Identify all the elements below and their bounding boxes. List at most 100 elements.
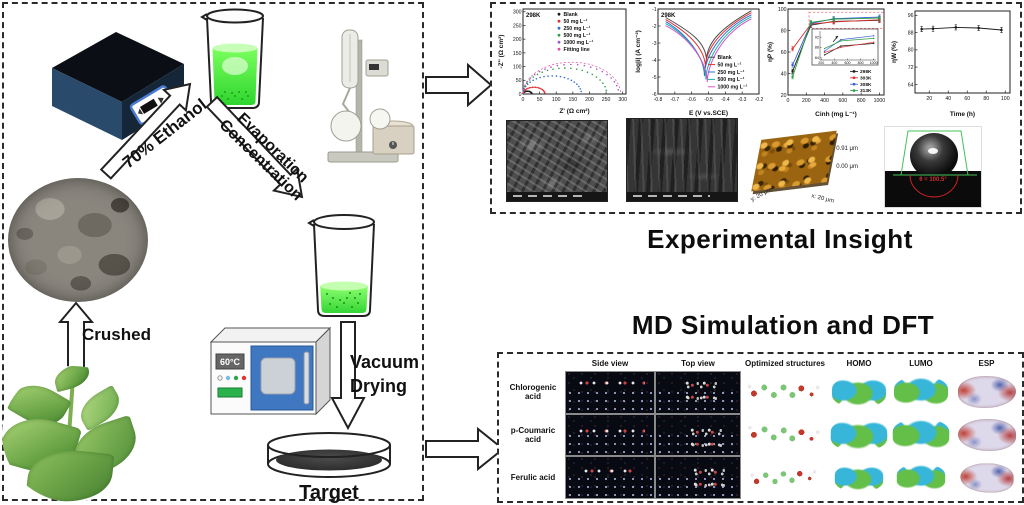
svg-text:150: 150 xyxy=(569,97,578,103)
lumo-ferulic xyxy=(889,456,953,499)
svg-text:0: 0 xyxy=(787,98,790,104)
svg-text:80: 80 xyxy=(908,48,914,54)
svg-text:64: 64 xyxy=(908,82,914,88)
vacuum-label: Vacuum xyxy=(350,352,420,372)
svg-text:400: 400 xyxy=(820,98,829,104)
svg-text:-3: -3 xyxy=(652,41,657,47)
ethanol-arrow xyxy=(99,82,192,180)
svg-text:100: 100 xyxy=(1001,96,1010,102)
svg-text:ηW (%): ηW (%) xyxy=(891,41,898,63)
afm-scale-max: 0.91 μm xyxy=(836,146,858,152)
rotary-evaporator xyxy=(327,29,415,163)
svg-text:400: 400 xyxy=(831,61,837,65)
svg-text:200: 200 xyxy=(585,97,594,103)
contact-angle-value: θ = 100.5° xyxy=(919,177,947,183)
svg-text:-0.3: -0.3 xyxy=(738,97,747,103)
svg-text:250 mg L⁻¹: 250 mg L⁻¹ xyxy=(564,26,591,32)
svg-text:0: 0 xyxy=(519,92,522,98)
crushed-powder-image xyxy=(8,178,148,302)
svg-text:-0.6: -0.6 xyxy=(687,97,696,103)
svg-text:250 mg L⁻¹: 250 mg L⁻¹ xyxy=(718,70,745,76)
svg-text:300: 300 xyxy=(618,97,627,103)
homo-chlorogenic xyxy=(829,371,889,414)
svg-text:-0.8: -0.8 xyxy=(654,97,663,103)
svg-text:303K: 303K xyxy=(860,75,872,81)
md-corner xyxy=(501,356,565,371)
extract-beaker xyxy=(200,8,264,109)
svg-text:-Z'' (Ω cm²): -Z'' (Ω cm²) xyxy=(498,35,505,69)
md-side-view-ferulic xyxy=(565,456,655,499)
svg-text:20: 20 xyxy=(781,93,787,99)
svg-text:-0.2: -0.2 xyxy=(755,97,764,103)
target-dish xyxy=(267,432,391,478)
optimized-structure-ferulic xyxy=(741,456,829,499)
optimized-structure-chlorogenic xyxy=(741,371,829,414)
svg-text:1000: 1000 xyxy=(870,61,878,65)
svg-text:250: 250 xyxy=(513,23,522,29)
afm-3d-image: 0.91 μm 0.00 μm y: 20 μm x: 20 μm xyxy=(748,124,860,206)
svg-text:-4: -4 xyxy=(652,58,657,64)
svg-text:-5: -5 xyxy=(652,75,657,81)
svg-text:Time (h): Time (h) xyxy=(950,111,975,118)
drying-label: Drying xyxy=(350,376,408,396)
svg-text:log|i| (A cm⁻²): log|i| (A cm⁻²) xyxy=(635,30,642,73)
target-label: Target xyxy=(299,482,359,504)
svg-text:80: 80 xyxy=(781,28,787,34)
svg-text:50: 50 xyxy=(516,78,522,84)
svg-text:ηP (%): ηP (%) xyxy=(767,42,774,62)
efficiency-concentration-plot: 0 200 400 600 800 1000 20 40 60 80 100 Cinh (mg L⁻¹… xyxy=(767,7,885,118)
top-view-header: Top view xyxy=(681,359,715,368)
svg-text:298K: 298K xyxy=(661,13,676,19)
afm-x-axis-label: x: 20 μm xyxy=(810,193,835,205)
svg-text:298K: 298K xyxy=(860,69,872,75)
md-side-view-chlorogenic xyxy=(565,371,655,414)
contact-angle-image: θ = 100.5° xyxy=(884,126,982,208)
svg-text:60: 60 xyxy=(781,50,787,56)
svg-text:500 mg L⁻¹: 500 mg L⁻¹ xyxy=(718,77,745,83)
optimized-structures-header: Optimized structures xyxy=(744,359,825,368)
svg-text:Z' (Ω cm²): Z' (Ω cm²) xyxy=(559,108,589,115)
svg-text:60: 60 xyxy=(964,96,970,102)
svg-text:200: 200 xyxy=(802,98,811,104)
svg-text:200: 200 xyxy=(818,61,824,65)
svg-text:200: 200 xyxy=(513,37,522,43)
svg-text:96: 96 xyxy=(908,13,914,19)
svg-text:40: 40 xyxy=(781,71,787,77)
svg-text:600: 600 xyxy=(839,98,848,104)
row-label-chlorogenic: Chlorogenic acid xyxy=(509,383,557,402)
vacuum-oven: 60°C xyxy=(209,326,332,416)
svg-text:-0.4: -0.4 xyxy=(721,97,730,103)
svg-text:50 mg L⁻¹: 50 mg L⁻¹ xyxy=(564,19,588,25)
contact-angle-annotations xyxy=(893,130,977,198)
md-table: Side view Top view Optimized structures … xyxy=(499,354,1022,501)
tafel-plot: -0.8 -0.7 -0.6 -0.5 -0.4 -0.3 -0.2 -6 -5 -4 -3 -2 -1… xyxy=(635,7,764,117)
md-top-view-coumaric xyxy=(655,413,741,457)
esp-ferulic xyxy=(953,456,1020,499)
homo-ferulic xyxy=(829,456,889,499)
homo-coumaric xyxy=(829,413,889,457)
experimental-title: Experimental Insight xyxy=(647,224,913,254)
svg-text:-0.5: -0.5 xyxy=(704,97,713,103)
svg-text:800: 800 xyxy=(858,61,864,65)
svg-text:-6: -6 xyxy=(652,92,657,98)
crushed-label: Crushed xyxy=(82,325,151,344)
svg-text:800: 800 xyxy=(857,98,866,104)
efficiency-time-plot: 20 40 60 80 100 64 72 80 88 96 Time (h) ηW (%) xyxy=(891,10,1011,118)
oven-temperature-display: 60°C xyxy=(220,357,241,367)
homo-header: HOMO xyxy=(846,359,872,368)
svg-text:100: 100 xyxy=(778,7,787,13)
grinder-machine xyxy=(52,32,184,140)
svg-text:88: 88 xyxy=(815,46,819,50)
svg-text:500 mg L⁻¹: 500 mg L⁻¹ xyxy=(564,33,591,39)
row-label-coumaric: p-Coumaric acid xyxy=(510,425,556,444)
svg-text:Cinh (mg L⁻¹): Cinh (mg L⁻¹) xyxy=(815,111,857,118)
water-droplet xyxy=(910,133,958,178)
svg-text:100: 100 xyxy=(552,97,561,103)
svg-text:150: 150 xyxy=(513,51,522,57)
side-view-header: Side view xyxy=(591,359,629,368)
svg-text:313K: 313K xyxy=(860,88,872,94)
sem-image-inhibited xyxy=(626,118,738,202)
sem-info-bar xyxy=(507,192,607,201)
svg-text:50 mg L⁻¹: 50 mg L⁻¹ xyxy=(718,62,742,68)
svg-text:1000 mg L⁻¹: 1000 mg L⁻¹ xyxy=(718,85,748,91)
